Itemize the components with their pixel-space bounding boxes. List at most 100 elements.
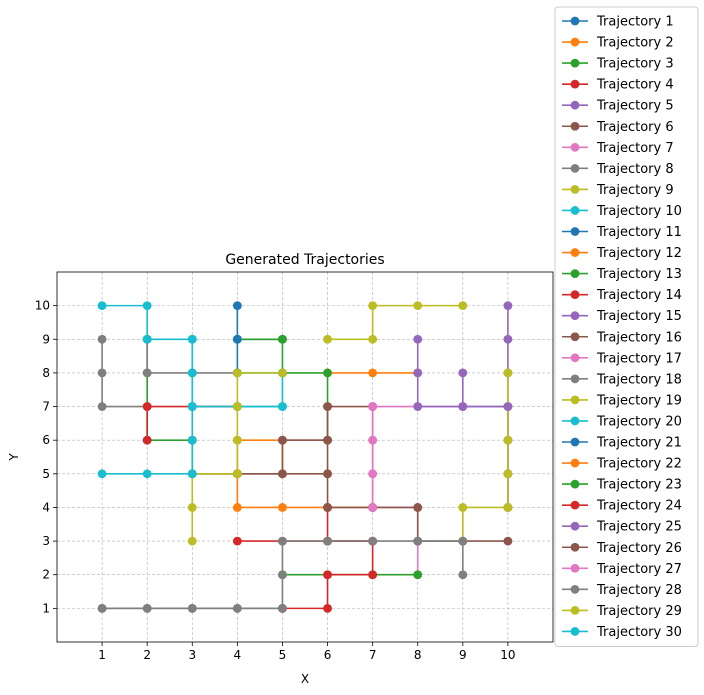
legend-swatch-marker — [570, 16, 580, 26]
legend-item: Trajectory 7 — [562, 141, 674, 156]
legend-label: Trajectory 1 — [596, 15, 674, 30]
legend-swatch-marker — [570, 584, 580, 594]
data-point — [503, 503, 513, 512]
legend-label: Trajectory 7 — [596, 141, 674, 156]
legend-label: Trajectory 27 — [596, 562, 682, 577]
legend-item: Trajectory 1 — [562, 15, 674, 30]
series-line — [236, 473, 373, 509]
legend: Trajectory 1 Trajectory 2 Trajectory 3 Traj… — [554, 6, 699, 647]
legend-label: Trajectory 21 — [596, 436, 682, 451]
data-point — [97, 301, 107, 311]
legend-swatch-marker — [570, 37, 580, 47]
axis-ticks: 1 2 3 4 5 6 7 8 9 10 1 2 3 4 5 6 7 8 9 10 — [35, 299, 516, 662]
legend-item: Trajectory 23 — [562, 478, 682, 493]
legend-item: Trajectory 17 — [562, 351, 682, 366]
data-point — [323, 334, 332, 344]
data-point — [232, 536, 242, 546]
plot-area — [56, 271, 554, 643]
series-line — [236, 439, 284, 474]
data-point — [278, 536, 287, 546]
data-point — [187, 469, 197, 479]
legend-item: Trajectory 11 — [562, 225, 682, 240]
data-point — [368, 469, 378, 479]
legend-item: Trajectory 15 — [562, 309, 682, 324]
data-point — [278, 469, 287, 479]
data-point — [278, 503, 287, 512]
series-layer — [97, 301, 513, 613]
data-point — [503, 334, 513, 344]
x-tick-label: 3 — [188, 648, 196, 662]
legend-item: Trajectory 16 — [562, 330, 682, 345]
series-trajectory-3 — [142, 334, 197, 445]
grid — [57, 272, 553, 642]
legend-item: Trajectory 4 — [562, 78, 674, 93]
legend-label: Trajectory 8 — [596, 162, 674, 177]
legend-item: Trajectory 18 — [562, 372, 682, 387]
legend-item: Trajectory 6 — [562, 120, 674, 135]
legend-label: Trajectory 18 — [596, 372, 682, 387]
legend-swatch-marker — [570, 58, 580, 68]
data-point — [142, 334, 152, 344]
series-trajectory-29 — [187, 368, 287, 546]
series-line — [282, 405, 373, 441]
series-trajectory-9 — [323, 301, 468, 344]
legend-label: Trajectory 5 — [596, 99, 674, 114]
legend-label: Trajectory 22 — [596, 457, 682, 472]
data-point — [187, 402, 197, 411]
legend-swatch-marker — [570, 311, 580, 321]
legend-swatch-marker — [570, 606, 580, 615]
data-point — [232, 435, 242, 445]
legend-label: Trajectory 30 — [596, 625, 682, 640]
data-point — [232, 603, 242, 613]
legend-swatch-marker — [570, 121, 580, 131]
data-point — [413, 503, 423, 512]
data-point — [142, 402, 152, 411]
data-point — [413, 402, 423, 411]
legend-item: Trajectory 12 — [562, 246, 682, 261]
x-tick-label: 8 — [414, 648, 422, 662]
data-point — [323, 469, 332, 479]
data-point — [278, 334, 287, 344]
legend-item: Trajectory 25 — [562, 520, 682, 535]
legend-label: Trajectory 4 — [596, 78, 674, 93]
series-trajectory-22 — [232, 469, 378, 512]
y-tick-label: 10 — [35, 299, 50, 313]
legend-swatch-marker — [570, 269, 580, 278]
legend-frame — [554, 6, 699, 647]
series-trajectory-28 — [97, 536, 468, 613]
legend-item: Trajectory 10 — [562, 204, 682, 219]
series-trajectory-17 — [368, 402, 423, 580]
data-point — [232, 301, 242, 311]
legend-item: Trajectory 26 — [562, 541, 682, 556]
legend-item: Trajectory 2 — [562, 36, 674, 51]
legend-swatch-marker — [570, 563, 580, 573]
legend-swatch-marker — [570, 227, 580, 236]
y-tick-label: 2 — [42, 568, 50, 582]
data-point — [232, 402, 242, 411]
data-point — [503, 435, 513, 445]
data-point — [368, 402, 378, 411]
series-trajectory-30 — [97, 301, 197, 479]
legend-swatch-marker — [570, 479, 580, 489]
legend-swatch-marker — [570, 353, 580, 363]
x-tick-label: 5 — [279, 648, 287, 662]
series-line — [191, 372, 283, 542]
data-point — [503, 402, 513, 411]
legend-label: Trajectory 28 — [596, 583, 682, 598]
data-point — [503, 469, 513, 479]
data-point — [232, 503, 242, 512]
series-trajectory-12 — [323, 368, 423, 378]
legend-swatch-marker — [570, 206, 580, 215]
data-point — [368, 503, 378, 512]
data-point — [368, 301, 378, 311]
y-axis-label: Y — [7, 453, 21, 462]
data-point — [368, 536, 378, 546]
legend-item: Trajectory 13 — [562, 267, 682, 282]
x-axis-label: X — [301, 672, 309, 686]
legend-swatch-marker — [570, 437, 580, 447]
y-tick-label: 3 — [42, 534, 50, 548]
legend-label: Trajectory 9 — [596, 183, 674, 198]
legend-swatch-marker — [570, 542, 580, 552]
legend-item: Trajectory 3 — [562, 57, 674, 72]
legend-swatch-marker — [570, 416, 580, 426]
